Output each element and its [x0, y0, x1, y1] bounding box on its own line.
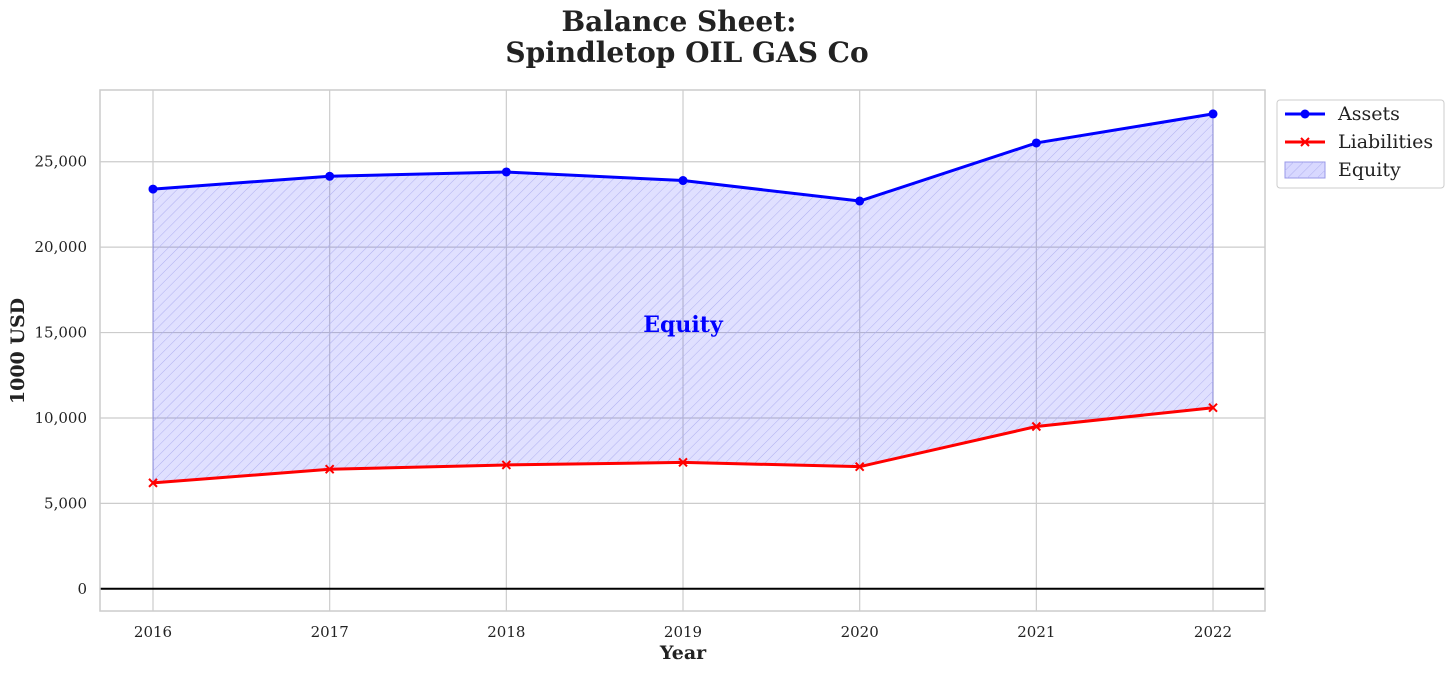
assets-point [678, 176, 688, 186]
tick-labels: 2016 2017 2018 2019 2020 2021 2022 0 5,000 10,000… [35, 153, 1233, 641]
x-tick-label: 2022 [1194, 623, 1232, 641]
x-tick-label: 2020 [841, 623, 879, 641]
assets-point [855, 196, 865, 206]
x-axis-label: Year [659, 642, 707, 664]
legend-liabilities-marker [1300, 137, 1310, 147]
x-tick-label: 2018 [487, 623, 525, 641]
legend-equity-label: Equity [1338, 159, 1401, 181]
x-tick-label: 2021 [1017, 623, 1055, 641]
legend: Assets Liabilities Equity [1276, 99, 1445, 189]
equity-annotation: Equity [643, 312, 724, 338]
assets-point [501, 167, 511, 177]
liabilities-point [1208, 403, 1218, 413]
legend-liabilities-label: Liabilities [1338, 131, 1433, 153]
liabilities-point [854, 461, 865, 472]
assets-point [1208, 109, 1218, 119]
liabilities-point [324, 464, 335, 474]
x-tick-label: 2017 [311, 623, 349, 641]
y-tick-label: 20,000 [35, 238, 88, 256]
y-tick-label: 15,000 [35, 324, 88, 342]
y-axis-label: 1000 USD [7, 298, 29, 404]
liabilities-point [501, 460, 512, 470]
equity-fill [152, 113, 1214, 484]
y-tick-label: 25,000 [35, 153, 88, 171]
legend-equity-hatch [1285, 162, 1325, 178]
assets-point [1031, 138, 1041, 148]
assets-point [148, 184, 158, 194]
liabilities-point [1031, 421, 1042, 432]
legend-assets-marker [1300, 109, 1310, 119]
y-tick-label: 5,000 [44, 494, 87, 512]
x-tick-label: 2019 [664, 623, 702, 641]
legend-assets-label: Assets [1337, 103, 1400, 125]
liabilities-point [148, 478, 158, 488]
chart-title-line2: Spindletop OIL GAS Co [505, 36, 868, 69]
equity-hatch [153, 113, 1214, 483]
liabilities-point [678, 457, 688, 468]
plot-frame [99, 89, 1266, 612]
y-tick-label: 10,000 [35, 409, 88, 427]
series-lines [148, 109, 1218, 488]
chart-title-line1: Balance Sheet: [561, 5, 796, 38]
y-tick-label: 0 [77, 580, 87, 598]
assets-point [325, 171, 335, 181]
x-tick-label: 2016 [134, 623, 172, 641]
